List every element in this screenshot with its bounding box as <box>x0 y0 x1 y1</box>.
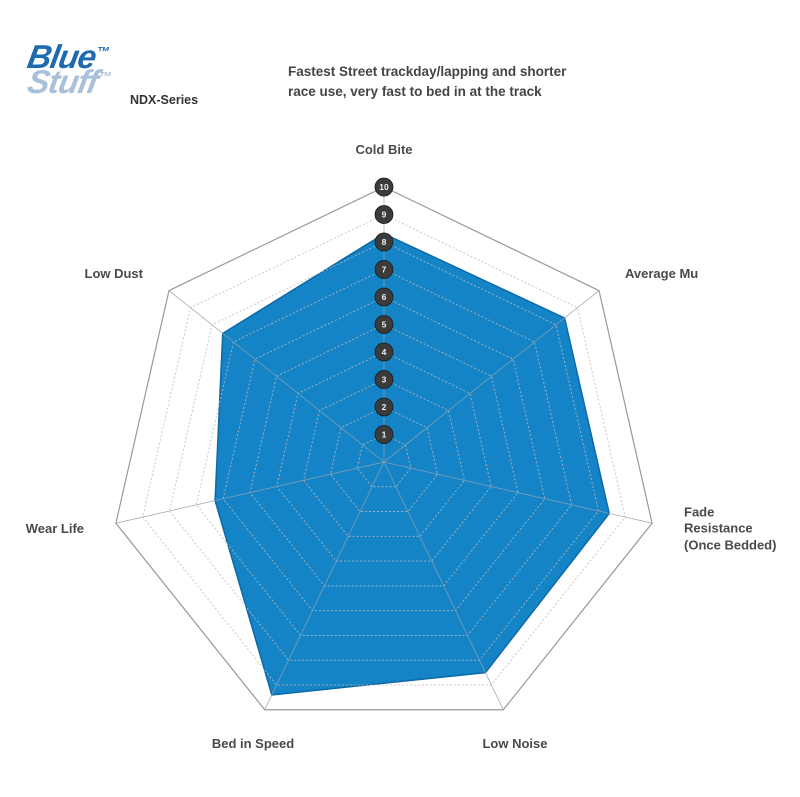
svg-text:8: 8 <box>382 237 387 247</box>
svg-text:9: 9 <box>382 210 387 220</box>
svg-text:5: 5 <box>382 320 387 330</box>
svg-text:1: 1 <box>382 430 387 440</box>
svg-text:10: 10 <box>379 182 389 192</box>
svg-text:7: 7 <box>382 265 387 275</box>
svg-text:2: 2 <box>382 402 387 412</box>
svg-text:6: 6 <box>382 292 387 302</box>
svg-text:3: 3 <box>382 375 387 385</box>
svg-text:4: 4 <box>382 347 387 357</box>
